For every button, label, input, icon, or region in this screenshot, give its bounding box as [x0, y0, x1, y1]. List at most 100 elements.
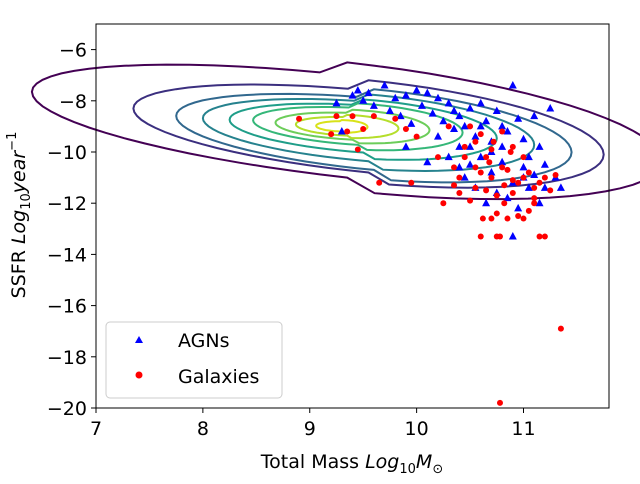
agns-point [417, 101, 426, 109]
contour-level-2 [132, 79, 605, 189]
galaxies-point [499, 128, 506, 135]
agns-point [439, 116, 448, 125]
y-axis-label-var: year [8, 150, 30, 195]
agns-point [359, 96, 368, 104]
axis-ticks: 7 8 9 10 11 −20 −18 −16 −14 −12 −10 −8 −6 [47, 40, 536, 440]
agns-point [535, 198, 544, 207]
agns-point [530, 111, 539, 120]
agns-point [369, 101, 378, 109]
x-axis-label-var: M [416, 451, 432, 473]
agns-point [401, 91, 410, 99]
agns-point [519, 162, 528, 171]
galaxies-point [488, 215, 495, 222]
agns-point [466, 103, 475, 112]
galaxies-point [504, 166, 511, 173]
galaxies-point [493, 233, 500, 240]
agns-point [514, 203, 523, 212]
agns-point [556, 183, 565, 191]
galaxies-point [461, 143, 468, 150]
galaxies-point [472, 138, 479, 145]
galaxies-point [328, 131, 335, 138]
galaxies-point [344, 128, 351, 135]
galaxies-point [520, 154, 527, 161]
galaxies-point [531, 184, 538, 191]
galaxies-point [488, 174, 495, 181]
y-axis-label-superscript: −1 [5, 132, 20, 151]
galaxies-point [520, 215, 527, 222]
galaxies-point [531, 195, 538, 202]
agns-point [460, 173, 469, 181]
data-points [296, 80, 565, 406]
y-axis-label-prefix: SSFR [8, 244, 30, 298]
galaxies-point [376, 179, 383, 186]
agns-point [519, 134, 528, 143]
agns-point [508, 231, 517, 240]
agns-point [332, 98, 341, 107]
agns-point [471, 132, 480, 140]
galaxies-point [456, 189, 463, 196]
agns-point [482, 198, 491, 207]
galaxies-point [541, 174, 548, 181]
galaxies-point [456, 174, 463, 181]
agns-point [348, 91, 357, 99]
agns-point [476, 98, 485, 107]
galaxies-point [486, 159, 493, 166]
legend-agn-marker [135, 336, 143, 343]
contour-level-9 [315, 118, 369, 134]
agns-point [540, 183, 549, 191]
x-tick-label: 10 [405, 418, 429, 440]
agns-point [482, 116, 491, 125]
galaxies-point [525, 207, 532, 214]
galaxies-point [477, 131, 484, 138]
galaxies-point [349, 113, 356, 120]
galaxies-point [488, 146, 495, 153]
galaxies-point [467, 123, 474, 130]
agns-point [524, 183, 533, 191]
y-tick-label: −20 [47, 398, 87, 420]
galaxies-point [520, 174, 527, 181]
galaxies-point [509, 143, 516, 150]
x-axis-label: Total Mass Log10M⊙ [260, 451, 443, 477]
y-tick-label: −6 [59, 40, 87, 62]
agns-point [460, 121, 469, 130]
galaxies-point [472, 164, 479, 171]
y-tick-label: −10 [47, 142, 87, 164]
galaxies-point [333, 113, 340, 120]
y-tick-label: −8 [59, 91, 87, 113]
galaxies-point [531, 200, 538, 207]
density-contours [30, 61, 640, 201]
contour-level-6 [252, 102, 464, 152]
plot-frame [95, 23, 610, 409]
agns-point [450, 124, 459, 132]
galaxies-point [451, 182, 458, 189]
agns-point [503, 127, 512, 135]
agns-point [535, 142, 544, 150]
agns-point [380, 80, 389, 89]
agns-point [476, 152, 485, 161]
x-tick-label: 8 [197, 418, 209, 440]
agns-point [503, 193, 512, 202]
galaxies-point [499, 164, 506, 171]
agns-point [455, 142, 464, 150]
legend-galaxies-label: Galaxies [178, 366, 259, 388]
galaxies-point [509, 189, 516, 196]
galaxies-point [451, 164, 458, 171]
galaxies-point [408, 179, 415, 186]
agns-point [353, 86, 362, 94]
agns-point [428, 109, 437, 117]
contour-level-8 [294, 113, 400, 140]
agns-point [546, 103, 555, 112]
galaxies-point [536, 179, 543, 186]
galaxies-point [483, 154, 490, 161]
x-axis-label-log: Log [365, 451, 399, 473]
agns-point [466, 160, 475, 168]
galaxies-point [525, 169, 532, 176]
x-tick-label: 7 [90, 418, 102, 440]
contour-level-3 [175, 88, 573, 184]
agns-point [423, 88, 432, 97]
contour-level-5 [228, 98, 498, 161]
agns-point [423, 157, 432, 166]
galaxies-point [354, 146, 361, 153]
galaxies-point [496, 399, 503, 406]
